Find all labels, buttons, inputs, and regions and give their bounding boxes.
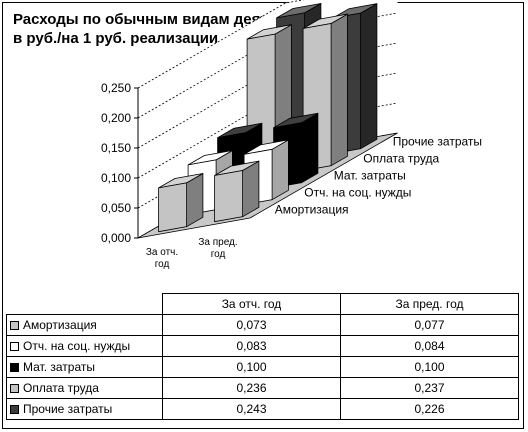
gridline: [137, 0, 305, 89]
bar-side: [330, 13, 348, 167]
gridline: [137, 42, 398, 149]
legend-swatch: [10, 384, 19, 393]
table-row-label-cell: Отч. на соц. нужды: [6, 335, 163, 357]
table-row-label-cell: Оплата труда: [6, 377, 163, 399]
x-tick-label: год: [211, 249, 226, 260]
y-tick-label: 0,100: [101, 171, 131, 185]
legend-swatch: [10, 342, 19, 351]
x-tick-label: За пред.: [198, 237, 237, 248]
table-corner-cell: [6, 293, 163, 315]
table-value-cell: 0,100: [162, 356, 341, 378]
table-row-label-cell: Амортизация: [6, 314, 163, 336]
series-label: Отч. на соц. нужды: [23, 339, 131, 353]
bar-side: [271, 139, 289, 201]
y-tick-label: 0,150: [101, 141, 131, 155]
table-row-label-cell: Мат. затраты: [6, 356, 163, 378]
x-tick-label: год: [155, 259, 170, 270]
legend-swatch: [10, 405, 19, 414]
table-value-cell: 0,226: [340, 398, 519, 420]
table-value-cell: 0,077: [340, 314, 519, 336]
table-row-label-cell: Прочие затраты: [6, 398, 163, 420]
y-tick-label: 0,250: [101, 81, 131, 95]
table-row: Оплата труда 0,236 0,237: [6, 377, 519, 399]
table-value-cell: 0,100: [340, 356, 519, 378]
table-row: Мат. затраты 0,100 0,100: [6, 356, 519, 378]
series-axis-label: Отч. на соц. нужды: [304, 186, 411, 200]
table-row: Прочие затраты 0,243 0,226: [6, 398, 519, 420]
table-row: Амортизация 0,073 0,077: [6, 314, 519, 336]
series-axis-label: Амортизация: [275, 203, 349, 217]
table-value-cell: 0,237: [340, 377, 519, 399]
table-header-cell: За отч. год: [162, 293, 341, 315]
table-header-cell: За пред. год: [340, 293, 519, 315]
gridline: [137, 72, 398, 179]
bar-side: [360, 3, 378, 150]
table-value-cell: 0,236: [162, 377, 341, 399]
table-value-cell: 0,073: [162, 314, 341, 336]
bar-side: [301, 112, 319, 184]
y-tick-label: 0,000: [101, 231, 131, 245]
y-tick-label: 0,200: [101, 111, 131, 125]
x-tick-label: За отч.: [146, 247, 178, 258]
table-header-row: За отч. год За пред. год: [6, 293, 519, 315]
y-tick-label: 0,050: [101, 201, 131, 215]
table-row: Отч. на соц. нужды 0,083 0,084: [6, 335, 519, 357]
series-label: Оплата труда: [23, 381, 99, 395]
series-label: Прочие затраты: [23, 402, 113, 416]
bar: [158, 182, 188, 233]
data-table: За отч. год За пред. год Амортизация 0,07…: [6, 293, 519, 420]
bar: [214, 170, 244, 223]
series-label: Мат. затраты: [23, 360, 95, 374]
legend-swatch: [10, 321, 19, 330]
legend-swatch: [10, 363, 19, 372]
table-value-cell: 0,243: [162, 398, 341, 420]
table-value-cell: 0,084: [340, 335, 519, 357]
gridline: [137, 12, 398, 119]
series-axis-label: Оплата труда: [363, 152, 439, 166]
series-axis-label: Мат. затраты: [334, 169, 406, 183]
table-value-cell: 0,083: [162, 335, 341, 357]
series-axis-label: Прочие затраты: [393, 135, 482, 149]
chart-title-line-2: в руб./на 1 руб. реализации: [13, 30, 219, 47]
series-label: Амортизация: [23, 318, 97, 332]
